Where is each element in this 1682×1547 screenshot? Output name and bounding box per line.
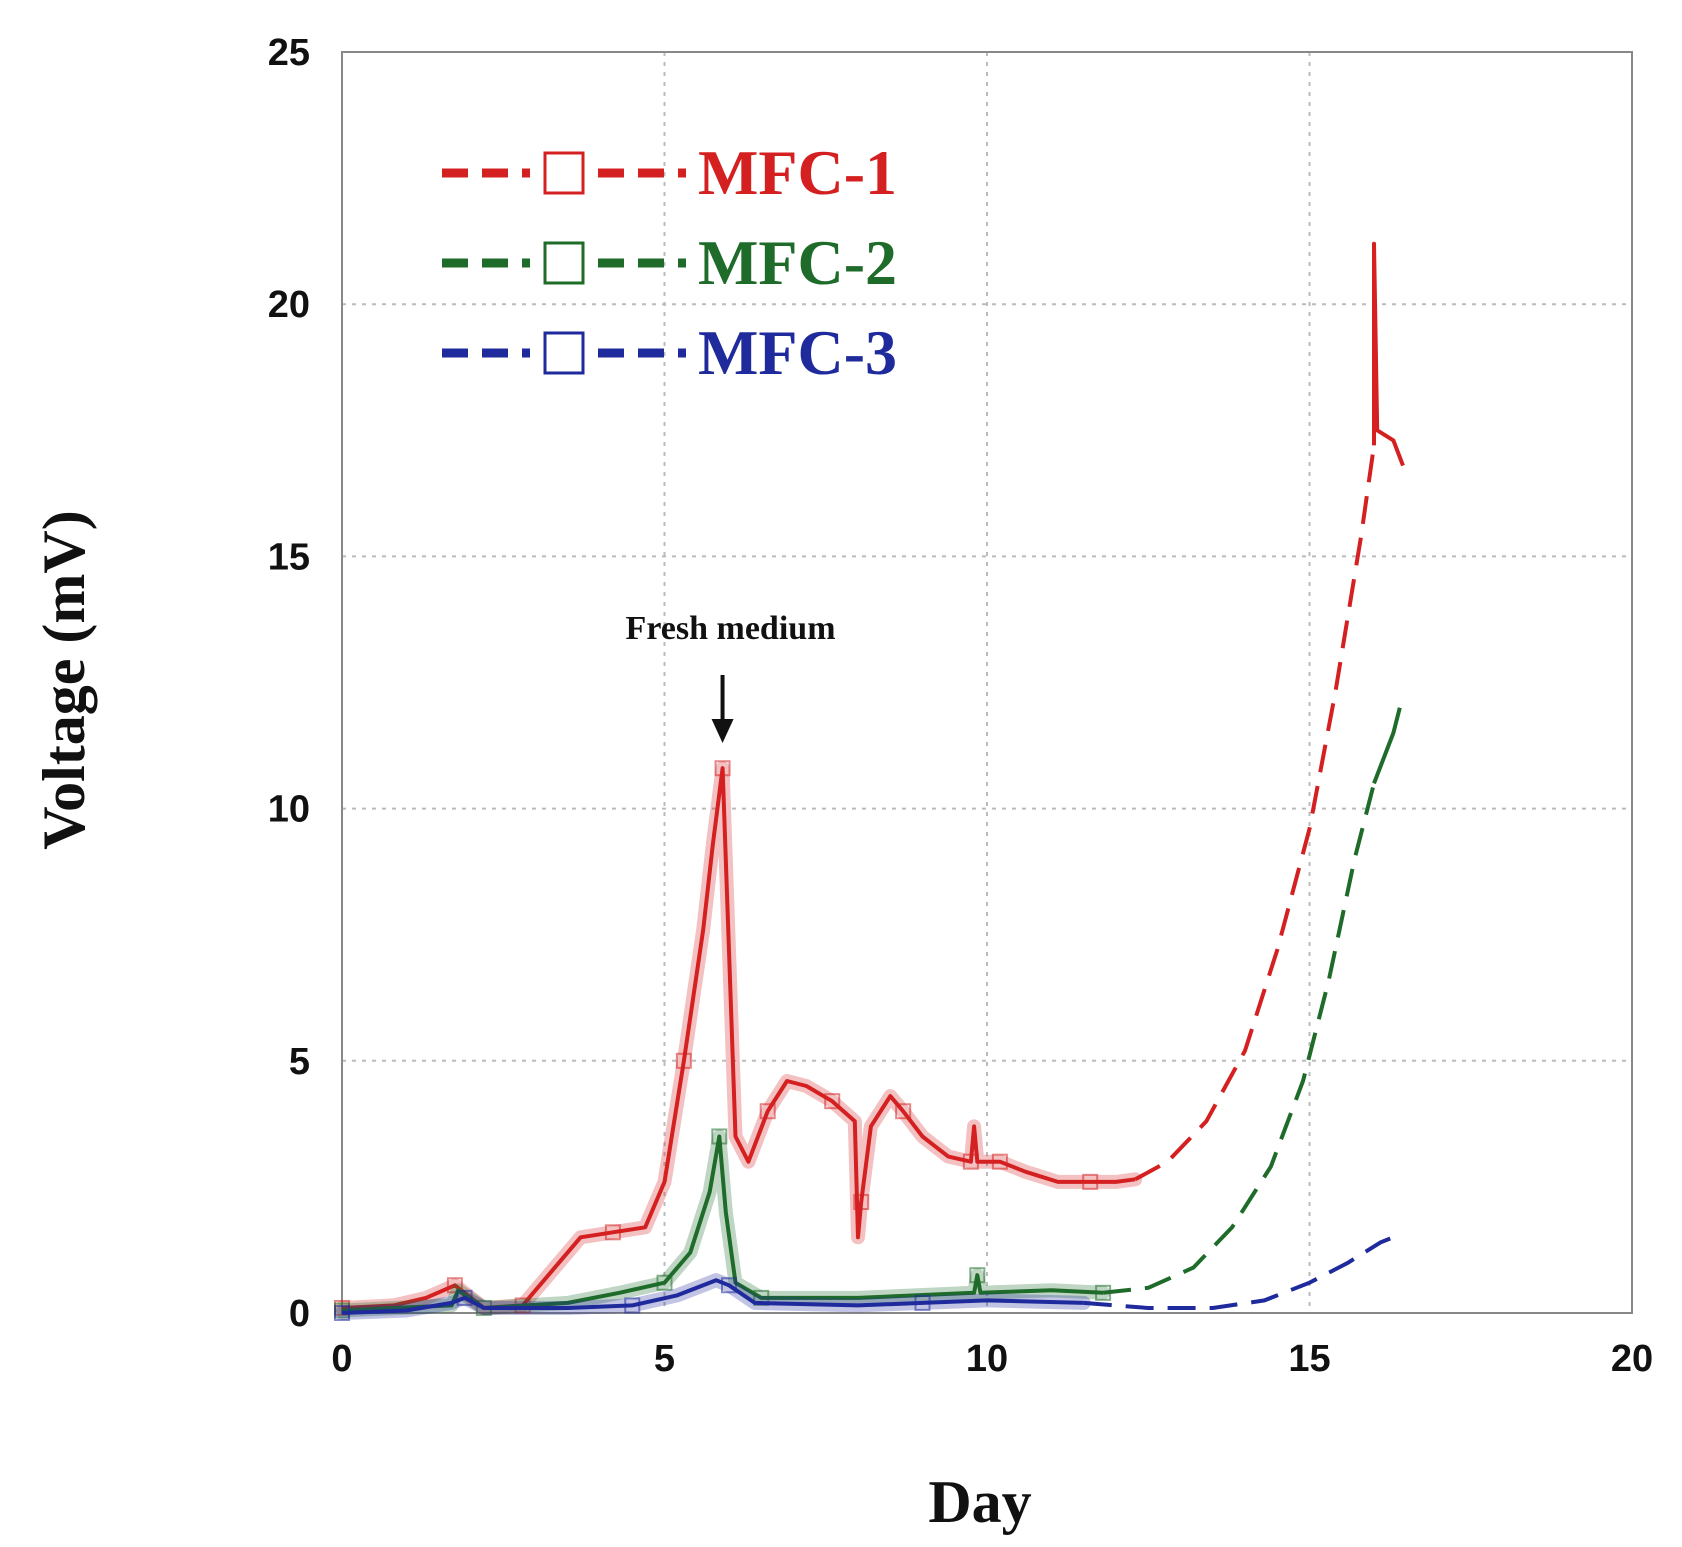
series-markers-mfc-1 (335, 761, 1143, 1315)
series-mfc-2 (334, 707, 1402, 1319)
data-point-mfc-1 (895, 1103, 912, 1120)
series-fit-mfc-1 (1134, 445, 1376, 1182)
x-axis-label: Day (928, 1469, 1031, 1535)
y-tick-label: 20 (268, 284, 310, 326)
legend-marker-mfc-2 (543, 241, 585, 285)
data-point-mfc-3 (334, 1305, 350, 1321)
legend-item-mfc-2: MFC-2 (442, 227, 897, 298)
fresh-medium-annotation: Fresh medium (626, 610, 836, 744)
tick-labels: 0 5 10 15 20 0 5 10 15 20 25 (268, 32, 1653, 1380)
series-line-mfc-1 (341, 766, 1136, 1310)
data-point-mfc-2 (656, 1274, 673, 1291)
data-point-mfc-3 (624, 1297, 641, 1314)
legend-marker-mfc-3 (543, 331, 585, 375)
series-tail-mfc-1 (1372, 241, 1405, 467)
legend: MFC-1 MFC-2 MFC-3 (442, 137, 897, 388)
y-tick-label: 0 (289, 1293, 310, 1335)
x-tick-label: 20 (1611, 1338, 1653, 1380)
legend-marker-mfc-1 (543, 151, 585, 195)
data-point-mfc-1 (853, 1194, 870, 1211)
data-point-mfc-1 (824, 1093, 841, 1110)
data-point-mfc-1 (991, 1153, 1008, 1170)
legend-item-mfc-1: MFC-1 (442, 137, 897, 208)
series-mfc-3 (334, 1235, 1395, 1321)
data-point-mfc-3 (914, 1294, 931, 1311)
series-fit-mfc-2 (1102, 782, 1376, 1295)
y-tick-label: 15 (268, 536, 310, 578)
x-tick-label: 0 (331, 1338, 352, 1380)
legend-label-mfc-3: MFC-3 (698, 317, 897, 388)
series-mfc-1 (334, 241, 1405, 1316)
data-point-mfc-1 (1082, 1173, 1099, 1190)
data-point-mfc-1 (604, 1224, 621, 1241)
y-tick-label: 5 (289, 1041, 310, 1083)
annotation-text: Fresh medium (626, 610, 836, 647)
data-point-mfc-2 (711, 1128, 728, 1145)
annotation-arrow-head (711, 719, 734, 744)
legend-label-mfc-1: MFC-1 (698, 137, 897, 208)
legend-label-mfc-2: MFC-2 (698, 227, 897, 298)
x-tick-label: 15 (1288, 1338, 1330, 1380)
data-point-mfc-2 (969, 1267, 986, 1284)
series-tail-mfc-2 (1372, 707, 1402, 785)
x-tick-label: 5 (654, 1338, 675, 1380)
grid (342, 52, 1632, 1313)
data-point-mfc-3 (721, 1277, 737, 1294)
data-point-mfc-1 (759, 1103, 776, 1120)
series-fit-mfc-3 (1083, 1235, 1395, 1310)
legend-item-mfc-3: MFC-3 (442, 317, 897, 388)
data-point-mfc-1 (962, 1153, 979, 1170)
data-point-mfc-1 (446, 1277, 463, 1294)
y-axis-label: Voltage (mV) (31, 510, 97, 849)
x-tick-label: 10 (966, 1338, 1008, 1380)
data-point-mfc-1 (714, 760, 731, 777)
data-point-mfc-1 (675, 1052, 692, 1069)
plot-frame (341, 51, 1633, 1314)
data-point-mfc-3 (456, 1289, 473, 1306)
data-point-mfc-2 (1095, 1284, 1112, 1301)
y-tick-label: 25 (268, 32, 310, 74)
y-tick-label: 10 (268, 789, 310, 831)
series-line-mfc-3 (341, 1278, 1084, 1315)
series (334, 241, 1405, 1321)
